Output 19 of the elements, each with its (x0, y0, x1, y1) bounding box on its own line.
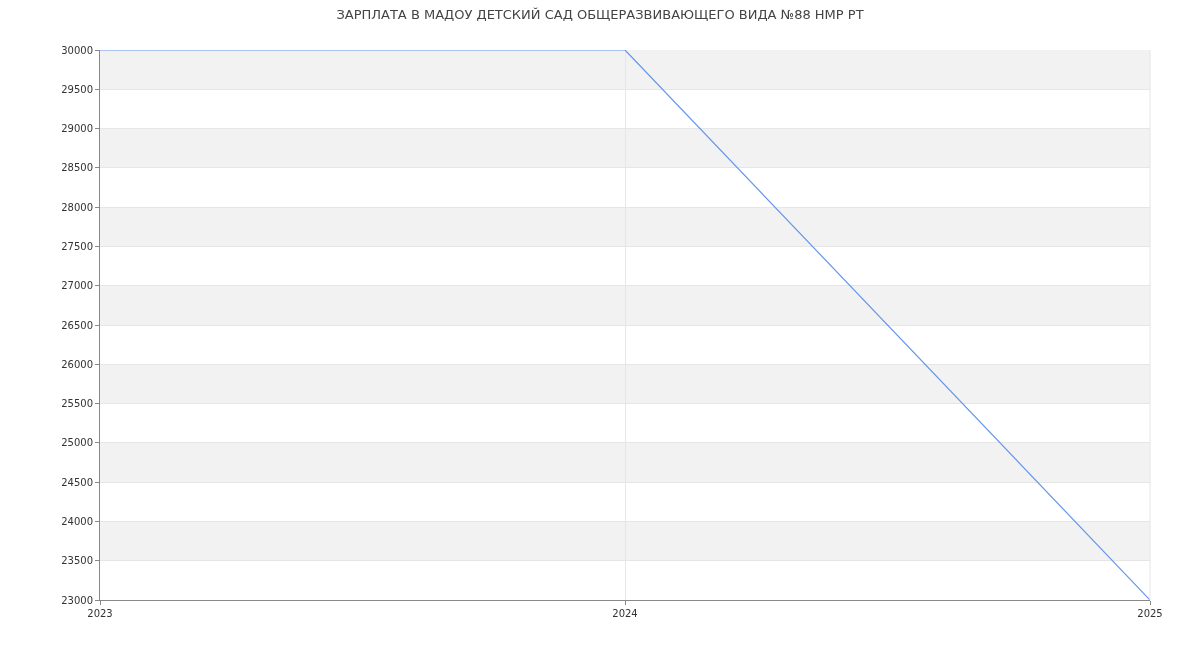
y-tick-label: 30000 (61, 44, 93, 56)
y-tick-label: 29500 (61, 83, 93, 95)
x-tick-label: 2023 (87, 608, 113, 619)
y-tick-label: 24000 (61, 515, 93, 527)
y-tick-label: 27000 (61, 280, 93, 292)
y-tick-label: 29000 (61, 123, 93, 135)
x-tick-label: 2024 (612, 608, 638, 619)
y-tick-label: 25000 (61, 437, 93, 449)
y-tick-label: 23000 (61, 594, 93, 606)
y-tick-label: 27500 (61, 240, 93, 252)
y-tick-label: 26000 (61, 358, 93, 370)
y-tick-label: 28500 (61, 162, 93, 174)
y-tick-label: 24500 (61, 476, 93, 488)
chart-title: ЗАРПЛАТА В МАДОУ ДЕТСКИЙ САД ОБЩЕРАЗВИВАЮЩЕГО ВИДА №88 НМР РТ (336, 6, 864, 22)
y-tick-label: 26500 (61, 319, 93, 331)
y-tick-label: 25500 (61, 398, 93, 410)
y-tick-label: 23500 (61, 555, 93, 567)
y-tick-label: 28000 (61, 201, 93, 213)
x-tick-label: 2025 (1137, 608, 1163, 619)
